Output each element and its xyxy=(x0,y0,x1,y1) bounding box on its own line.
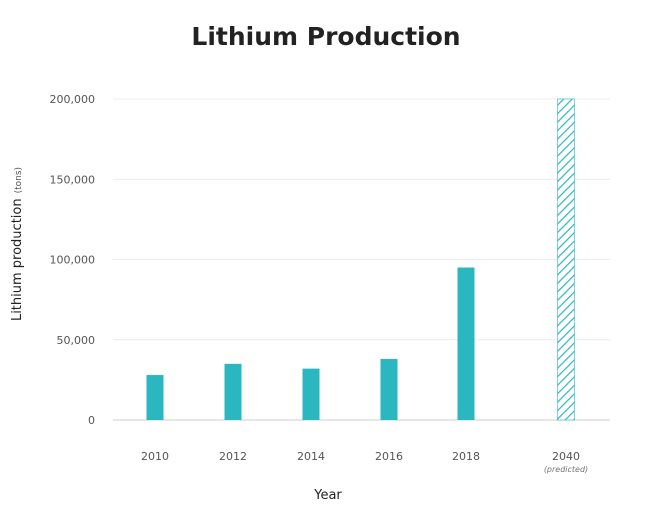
y-tick-label: 150,000 xyxy=(50,173,96,186)
x-tick-label: 2010 xyxy=(141,450,169,463)
x-axis-label: Year xyxy=(313,488,342,503)
bar xyxy=(302,368,320,420)
y-axis-label: Lithium production (tons) xyxy=(10,167,25,321)
y-axis-label-main: Lithium production xyxy=(10,198,25,321)
x-axis-ticks: 2010 2012 2014 2016 2018 2040 (predicted) xyxy=(141,450,588,474)
x-tick-label: 2018 xyxy=(452,450,480,463)
bar xyxy=(224,363,242,420)
y-tick-label: 100,000 xyxy=(50,254,96,267)
gridlines xyxy=(113,98,610,341)
bar xyxy=(457,267,475,420)
y-tick-label: 50,000 xyxy=(57,334,96,347)
x-tick-label: 2014 xyxy=(297,450,325,463)
chart-title: Lithium Production xyxy=(191,22,460,51)
x-tick-note: (predicted) xyxy=(544,465,588,474)
y-tick-label: 0 xyxy=(88,414,95,427)
y-tick-label: 200,000 xyxy=(50,93,96,106)
bar xyxy=(380,359,398,420)
x-tick-label: 2012 xyxy=(219,450,247,463)
x-tick-label: 2016 xyxy=(375,450,403,463)
bar xyxy=(146,375,164,420)
y-axis-label-unit: (tons) xyxy=(14,167,24,193)
bar-predicted xyxy=(557,98,575,421)
bars xyxy=(146,98,575,421)
y-axis-ticks: 0 50,000 100,000 150,000 200,000 xyxy=(50,93,96,427)
x-tick-label: 2040 xyxy=(552,450,580,463)
